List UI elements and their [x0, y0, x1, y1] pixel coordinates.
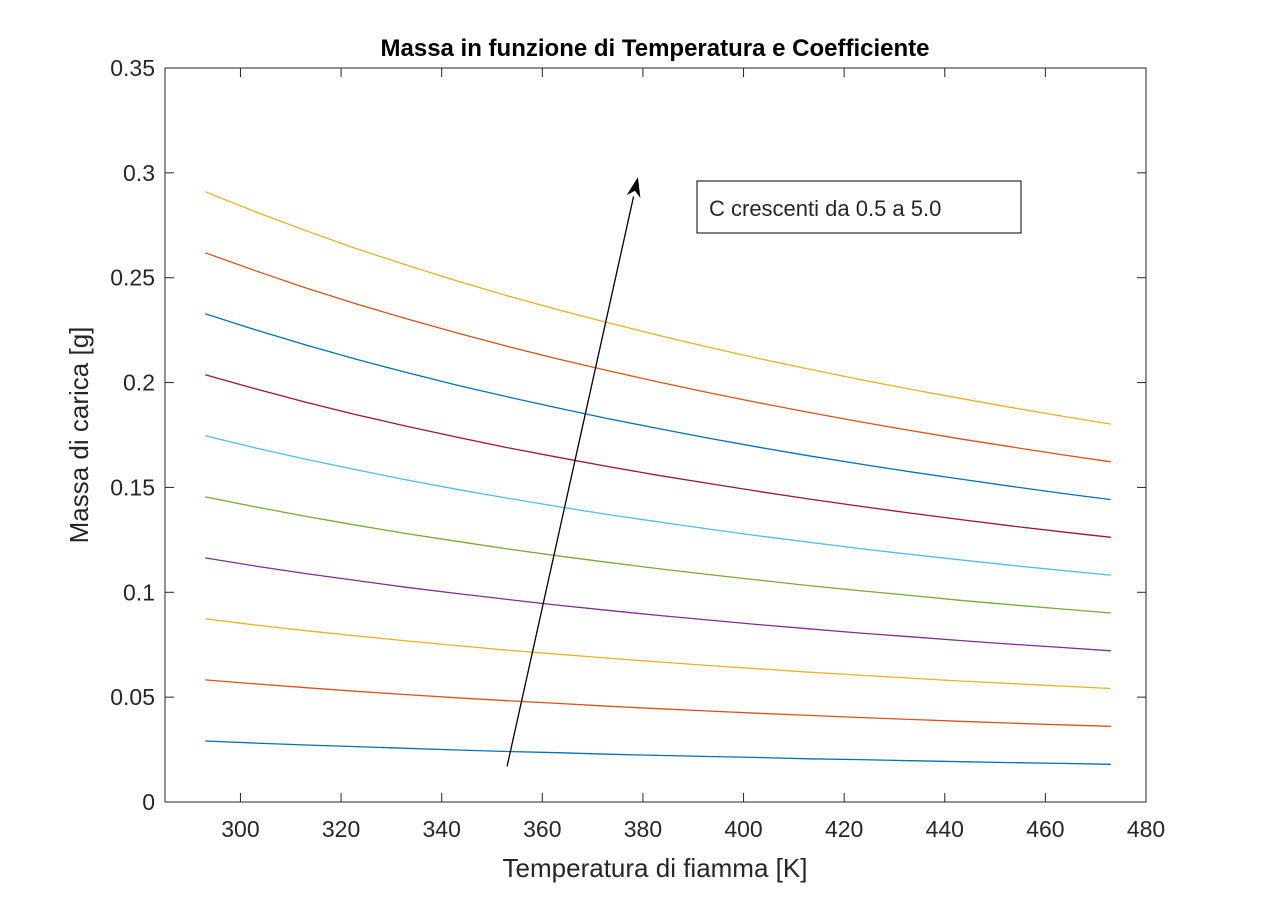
annotation-textbox	[696, 180, 1022, 234]
annotation-text: C crescenti da 0.5 a 5.0	[709, 196, 941, 221]
y-tick-label: 0.1	[123, 579, 155, 605]
series-line-6	[205, 435, 1111, 576]
x-tick-label: 380	[624, 816, 662, 842]
x-tick-label: 480	[1127, 816, 1165, 842]
x-tick-label: 440	[926, 816, 964, 842]
x-tick-label: 400	[724, 816, 762, 842]
y-tick-label: 0.3	[123, 160, 155, 186]
series-line-8	[205, 313, 1111, 501]
x-tick-label: 340	[423, 816, 461, 842]
axes-box	[164, 67, 1147, 803]
series-line-4	[205, 557, 1111, 652]
x-tick-label: 300	[221, 816, 259, 842]
plot-area	[165, 68, 1146, 802]
series-line-7	[205, 374, 1111, 538]
chart-title: Massa in funzione di Temperatura e Coeff…	[381, 35, 930, 62]
y-tick-label: 0	[142, 789, 155, 815]
y-tick-label: 0.25	[110, 265, 155, 291]
x-axis-label: Temperatura di fiamma [K]	[503, 853, 808, 883]
y-axis-label: Massa di carica [g]	[64, 327, 94, 544]
series-line-5	[205, 496, 1111, 614]
series-line-3	[205, 618, 1111, 690]
series-layer	[204, 191, 1111, 765]
series-line-9	[204, 252, 1111, 463]
annotation-arrow-shaft	[506, 196, 635, 767]
annotation-arrow-layer	[506, 177, 641, 767]
y-tick-label: 0.2	[123, 370, 155, 396]
series-line-1	[205, 740, 1111, 765]
series-line-2	[205, 679, 1111, 727]
ticks-layer: 300 320 340 360 380 400 420 440 460 480 0 0.05 0.1 0.…	[110, 55, 1165, 842]
x-tick-label: 460	[1026, 816, 1064, 842]
series-line-10	[204, 191, 1111, 425]
annotation-box: C crescenti da 0.5 a 5.0	[696, 180, 1022, 234]
y-tick-label: 0.35	[110, 55, 155, 81]
y-tick-label: 0.05	[110, 684, 155, 710]
x-tick-label: 320	[322, 816, 360, 842]
x-tick-label: 420	[825, 816, 863, 842]
y-tick-label: 0.15	[110, 474, 155, 500]
annotation-arrow-head	[626, 177, 641, 199]
x-tick-label: 360	[523, 816, 561, 842]
